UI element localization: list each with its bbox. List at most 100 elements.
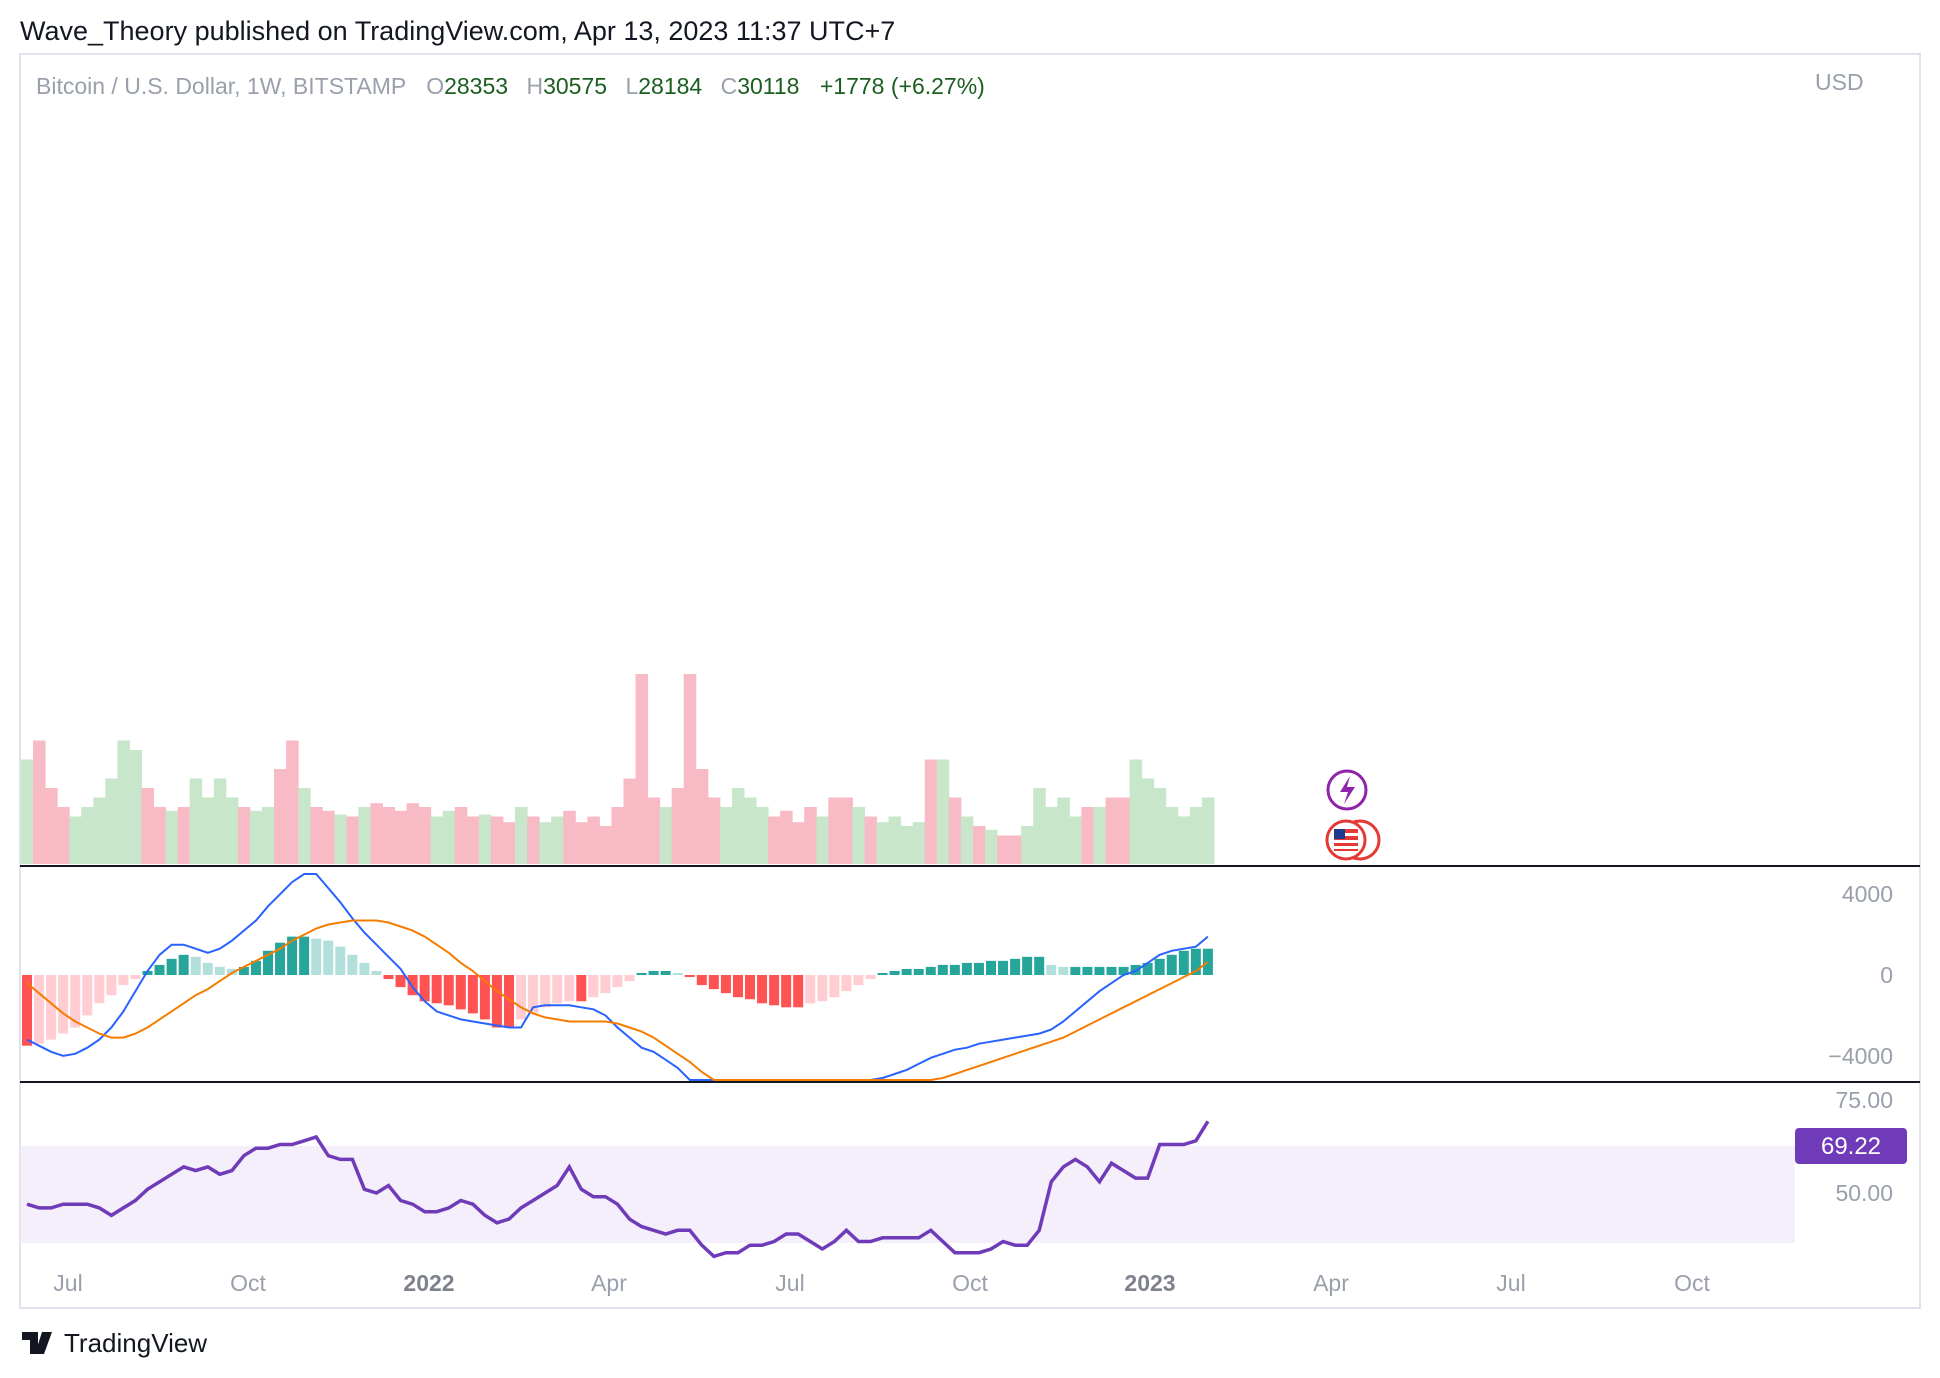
- volume-bar: [93, 797, 106, 864]
- volume-bar: [1141, 778, 1155, 864]
- volume-bar: [695, 769, 709, 864]
- macd-histogram-bar: [479, 975, 490, 1020]
- volume-bar: [635, 674, 649, 864]
- volume-bar: [1201, 797, 1215, 864]
- tradingview-logo: TradingView: [22, 1328, 207, 1358]
- macd-histogram-bar: [696, 975, 707, 986]
- volume-bar: [1045, 807, 1058, 864]
- macd-histogram-bar: [998, 960, 1009, 975]
- volume-bar: [454, 807, 468, 864]
- rsi-axis: 75.00 50.00: [1835, 1087, 1893, 1206]
- macd-histogram-bar: [624, 975, 635, 982]
- volume-bar: [780, 810, 793, 864]
- macd-histogram-bar: [937, 964, 948, 975]
- volume-bar: [984, 829, 998, 864]
- volume-bar: [997, 835, 1010, 864]
- macd-histogram-bar: [973, 962, 984, 975]
- time-axis: Jul Oct 2022 Apr Jul Oct 2023 Apr Jul Oct: [53, 1270, 1710, 1296]
- tradingview-logo-icon: [22, 1332, 52, 1354]
- macd-histogram-bar: [1046, 964, 1057, 975]
- volume-bar: [792, 822, 805, 864]
- time-axis-label: Oct: [1674, 1270, 1710, 1296]
- legend-low: 28184: [638, 73, 702, 99]
- volume-bar: [57, 807, 70, 864]
- volume-bar: [731, 788, 745, 864]
- time-axis-label: 2023: [1124, 1270, 1175, 1296]
- us-flag-icon[interactable]: [1325, 819, 1381, 861]
- volume-bar: [33, 740, 46, 864]
- macd-histogram-bar: [70, 975, 81, 1028]
- volume-bar: [707, 797, 721, 864]
- macd-histogram-bar: [154, 964, 165, 975]
- volume-bar: [960, 816, 974, 864]
- rsi-badge: 69.22: [1795, 1128, 1907, 1164]
- legend-o-label: O: [426, 73, 444, 99]
- macd-histogram-bar: [1142, 962, 1153, 975]
- time-axis-label: Oct: [230, 1270, 266, 1296]
- macd-histogram-bar: [1010, 958, 1021, 975]
- macd-histogram-bar: [58, 975, 69, 1034]
- macd-histogram-bar: [720, 975, 731, 994]
- macd-histogram: [22, 936, 1213, 1046]
- volume-bar: [1093, 807, 1106, 864]
- volume-bar: [177, 807, 191, 864]
- volume-bar: [418, 807, 432, 864]
- volume-bar: [201, 797, 215, 864]
- macd-histogram-bar: [166, 958, 177, 975]
- volume-bar: [1021, 826, 1034, 864]
- macd-histogram-bar: [106, 975, 117, 996]
- legend-close: 30118: [737, 73, 799, 99]
- volume-bar: [213, 778, 227, 864]
- macd-histogram-bar: [829, 975, 840, 998]
- volume-bar: [502, 822, 516, 864]
- macd-histogram-bar: [732, 975, 743, 998]
- volume-bar: [539, 822, 552, 864]
- volume-bar: [659, 807, 673, 864]
- volume-bar: [430, 816, 444, 864]
- rsi-badge-bg: [1795, 1128, 1907, 1164]
- macd-histogram-bar: [648, 970, 659, 975]
- volume-bar: [743, 797, 757, 864]
- time-axis-label: Jul: [775, 1270, 804, 1296]
- macd-histogram-bar: [528, 975, 539, 1014]
- volume-bar: [563, 810, 576, 864]
- volume-bar: [117, 740, 130, 864]
- volume-bar: [647, 797, 661, 864]
- chart-frame: [19, 53, 1921, 1309]
- volume-bar: [382, 807, 396, 864]
- macd-histogram-bar: [817, 975, 828, 1002]
- macd-histogram-bar: [335, 946, 346, 975]
- volume-bar: [515, 807, 528, 864]
- volume-bar: [527, 816, 540, 864]
- volume-bar: [816, 816, 829, 864]
- volume-bar: [599, 826, 612, 864]
- volume-bar: [69, 816, 82, 864]
- legend-line: Bitcoin / U.S. Dollar, 1W, BITSTAMP O283…: [36, 73, 985, 99]
- volume-bar: [575, 822, 588, 864]
- volume-bar: [334, 814, 347, 864]
- rsi-axis-label: 50.00: [1835, 1180, 1893, 1206]
- macd-histogram-bar: [600, 975, 611, 994]
- time-axis-label: Jul: [1496, 1270, 1525, 1296]
- volume-bar: [20, 759, 34, 864]
- macd-histogram-bar: [491, 975, 502, 1028]
- macd-histogram-bar: [684, 975, 695, 978]
- volume-bar: [237, 807, 251, 864]
- macd-histogram-bar: [1022, 956, 1033, 975]
- macd-histogram-bar: [443, 975, 454, 1006]
- macd-histogram-bar: [576, 975, 587, 1002]
- volume-bar: [490, 816, 504, 864]
- macd-histogram-bar: [323, 940, 334, 975]
- volume-bar: [322, 810, 335, 864]
- macd-histogram-bar: [660, 970, 671, 975]
- macd-histogram-bar: [793, 975, 804, 1008]
- volume-bar: [1081, 807, 1094, 864]
- volume-bar: [261, 807, 275, 864]
- lightning-icon[interactable]: [1326, 769, 1368, 811]
- volume-bar: [1033, 788, 1046, 864]
- macd-histogram-bar: [419, 975, 430, 1002]
- macd-histogram-bar: [1166, 954, 1177, 975]
- macd-histogram-bar: [889, 970, 900, 975]
- volume-bar: [406, 803, 420, 864]
